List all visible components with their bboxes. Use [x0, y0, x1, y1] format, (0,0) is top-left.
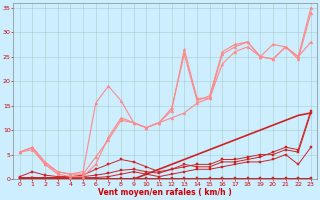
X-axis label: Vent moyen/en rafales ( km/h ): Vent moyen/en rafales ( km/h )	[99, 188, 232, 197]
